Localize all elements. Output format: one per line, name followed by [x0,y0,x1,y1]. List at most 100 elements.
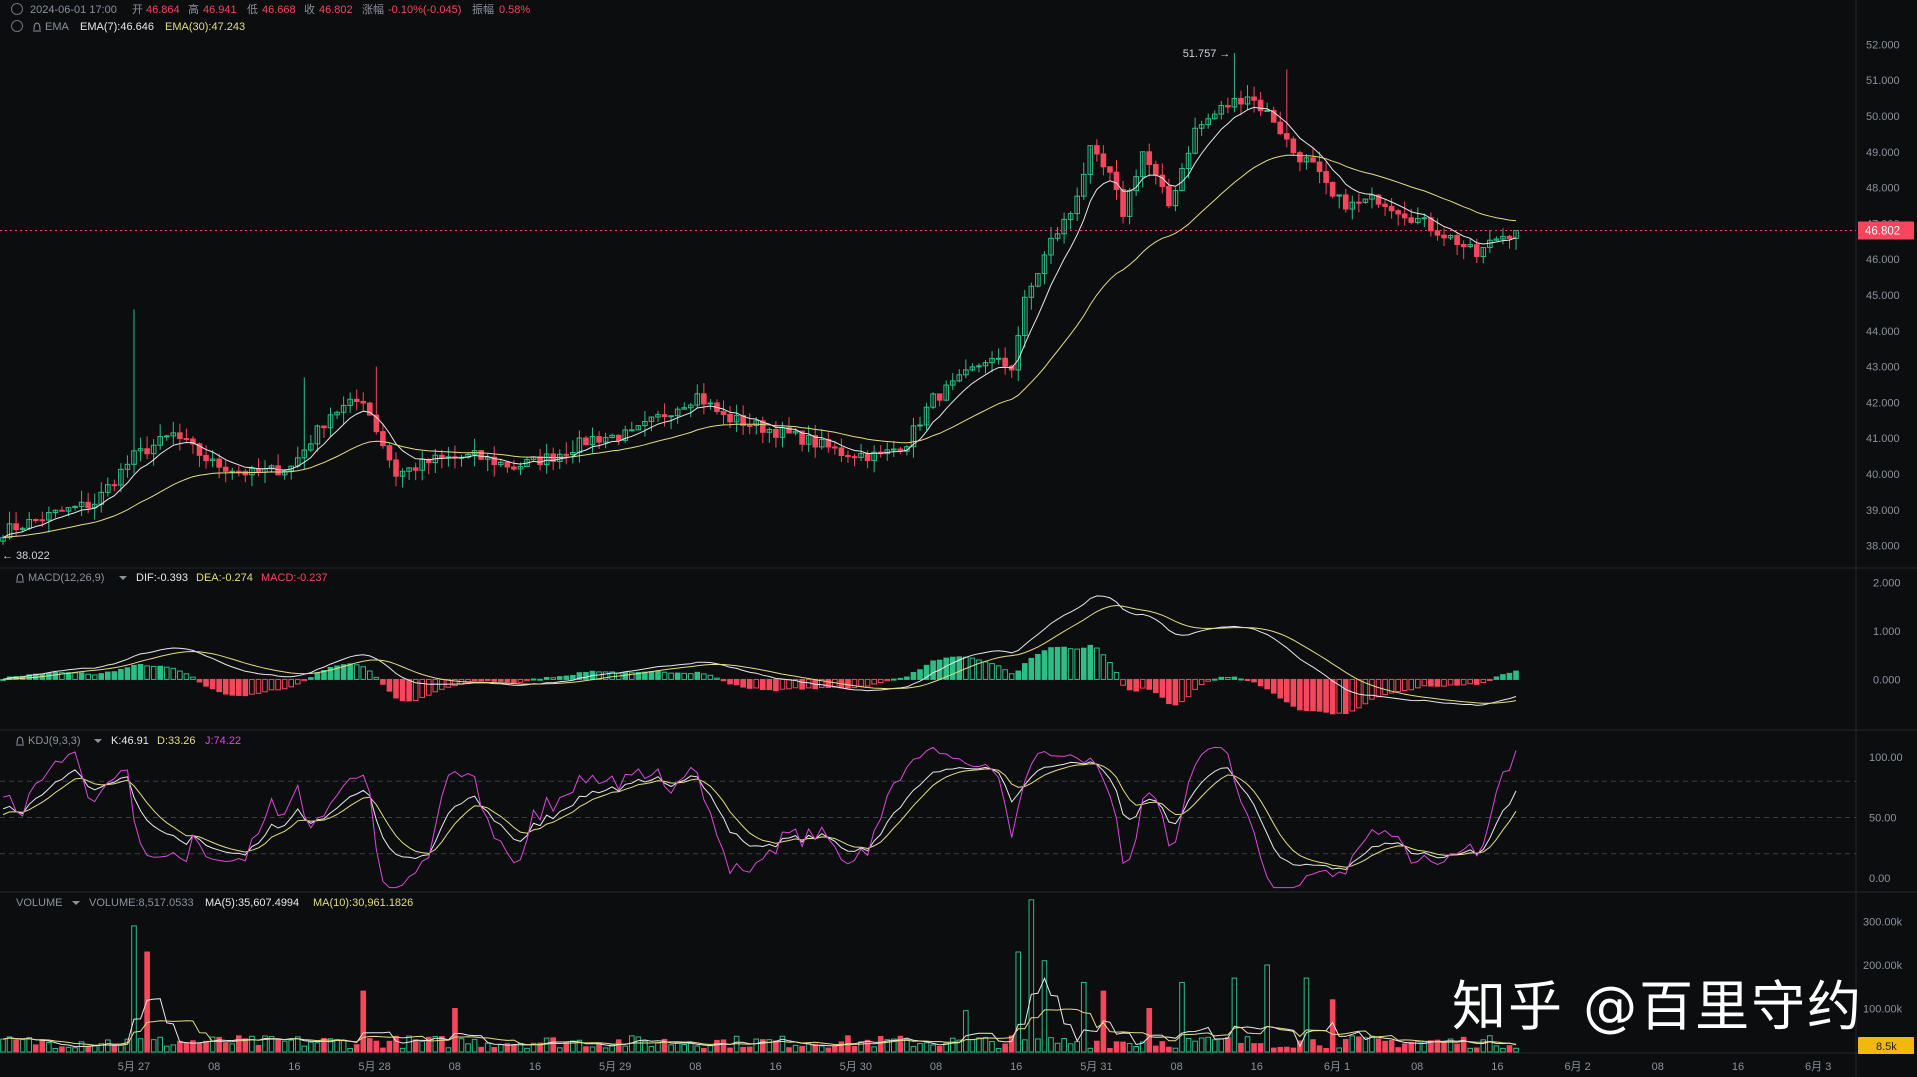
candle-body [1284,133,1290,140]
candle-body [1244,96,1251,105]
bell-icon[interactable] [16,736,24,746]
candle-body [583,437,589,446]
volume-bar [825,1047,832,1053]
volume-bar [1421,1041,1428,1053]
volume-bar [891,1038,897,1053]
macd-bar [851,678,858,689]
candle-body [1441,234,1447,239]
macd-bar [236,678,242,696]
macd-bar [1290,678,1297,707]
macd-bar [484,678,491,681]
macd-bar [1211,678,1218,681]
volume-bar [1493,1045,1500,1053]
time-tick-label: 5月 29 [599,1061,631,1073]
candle-body [766,428,773,433]
dropdown-caret-icon[interactable] [72,901,80,905]
volume-bar [268,1035,275,1053]
dropdown-caret-icon[interactable] [119,576,127,580]
legend-close-label: 收 [304,2,315,16]
candle-body [268,465,275,470]
macd-bar [635,672,642,680]
macd-bar [72,672,78,680]
collapse-toggle-icon[interactable] [11,3,23,15]
macd-bar [982,661,989,680]
legend-change-label: 涨幅 [362,3,384,16]
macd-bar [910,672,917,680]
macd-bar [1133,678,1139,692]
volume-bar [1133,1045,1139,1053]
macd-bar [478,678,484,682]
candle-body [930,393,936,408]
macd-bar [1487,678,1493,681]
volume-ma-lines [2,976,1517,1048]
macd-indicator-label: MACD(12,26,9) [28,572,104,584]
volume-bar [124,1038,131,1053]
volume-bar [26,1037,32,1053]
volume-bar [32,1044,39,1053]
collapse-toggle-icon[interactable] [11,20,23,32]
macd-bar [1022,663,1028,680]
ema-indicator-label: EMA [45,21,70,33]
macd-bar [255,678,262,694]
volume-bar [1264,964,1270,1053]
macd-bar [818,678,825,688]
macd-bar [1120,678,1126,686]
candle-body [1087,145,1094,175]
kdj-guide-lines [0,780,1856,855]
macd-bar [858,678,864,687]
macd-bar [1454,678,1460,686]
macd-bar [956,656,963,680]
volume-bar [714,1039,720,1053]
volume-bar [1113,1041,1120,1053]
volume-bar [884,1039,891,1053]
candle-body [1251,96,1257,101]
candle-body [1421,217,1428,220]
macd-bar [294,678,301,685]
candle-body [668,415,674,418]
kdj-tick-label: 0.00 [1869,873,1890,885]
candlestick-series[interactable] [0,53,1519,545]
price-tick-label: 49.000 [1866,147,1900,159]
macd-bar [1257,678,1264,687]
volume-bar [956,1039,963,1053]
macd-bar [1074,648,1081,680]
volume-bar [543,1037,550,1053]
volume-bar [353,1044,360,1053]
candle-body [386,445,393,461]
macd-bar [334,665,340,680]
macd-bar [1048,647,1054,680]
bell-icon[interactable] [33,22,41,32]
candle-body [367,402,373,416]
candle-body [1231,97,1238,108]
candle-body [209,458,216,462]
volume-bar [963,1010,969,1053]
volume-bar [1022,1039,1028,1053]
volume-bar [995,1047,1002,1053]
macd-bar [340,664,347,680]
ema7-line [2,106,1517,539]
candle-body [478,450,484,460]
macd-bar [949,656,956,680]
volume-bar [1316,1045,1323,1053]
legend-change-value: -0.10%(-0.045) [388,4,461,16]
macd-bar [904,676,910,680]
macd-bar [792,678,799,689]
candle-body [196,443,203,456]
candle-body [1408,217,1415,223]
price-tick-label: 46.000 [1866,254,1900,266]
volume-bar [563,1042,570,1053]
macd-bar [596,671,602,680]
macd-bar [432,678,439,693]
volume-bar [1388,1039,1395,1053]
bell-icon[interactable] [16,573,24,583]
volume-bar [1375,1038,1382,1053]
candle-body [85,501,91,509]
candle-body [949,380,956,386]
volume-bar [904,1039,910,1053]
dropdown-caret-icon[interactable] [94,739,102,743]
volume-bar [85,1046,91,1053]
volume-bar [72,1047,78,1053]
macd-bar [1244,678,1251,681]
watermark: 知乎 @百里守约 [1452,975,1864,1038]
